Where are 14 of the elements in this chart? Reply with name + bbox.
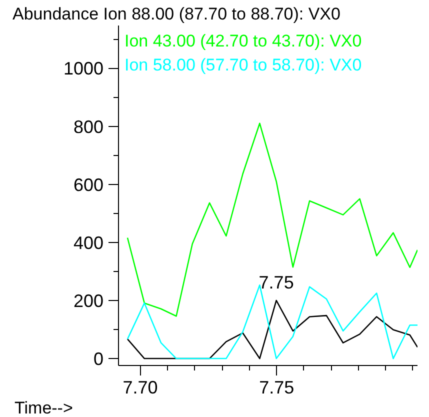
y-tick-label: 400: [73, 232, 104, 253]
line-series: [126, 122, 418, 317]
y-tick-label: 0: [93, 349, 104, 370]
y-tick-label: 800: [73, 116, 104, 137]
text: Ion 43.00 (42.70 to 43.70): VX0: [124, 32, 362, 50]
y-tick-label: 600: [73, 174, 104, 195]
y-tick-label: 200: [73, 290, 104, 311]
text: Abundance Ion 88.00 (87.70 to 88.70): VX0: [12, 4, 340, 24]
annotation: 7.75: [258, 272, 294, 292]
x-tick-label: 7.70: [122, 378, 158, 398]
text: Ion 58.00 (57.70 to 58.70): VX0: [124, 56, 362, 74]
x-axis-title: Time-->: [14, 398, 73, 417]
line-series: [126, 300, 418, 360]
y-tick-label: 1000: [63, 58, 104, 79]
